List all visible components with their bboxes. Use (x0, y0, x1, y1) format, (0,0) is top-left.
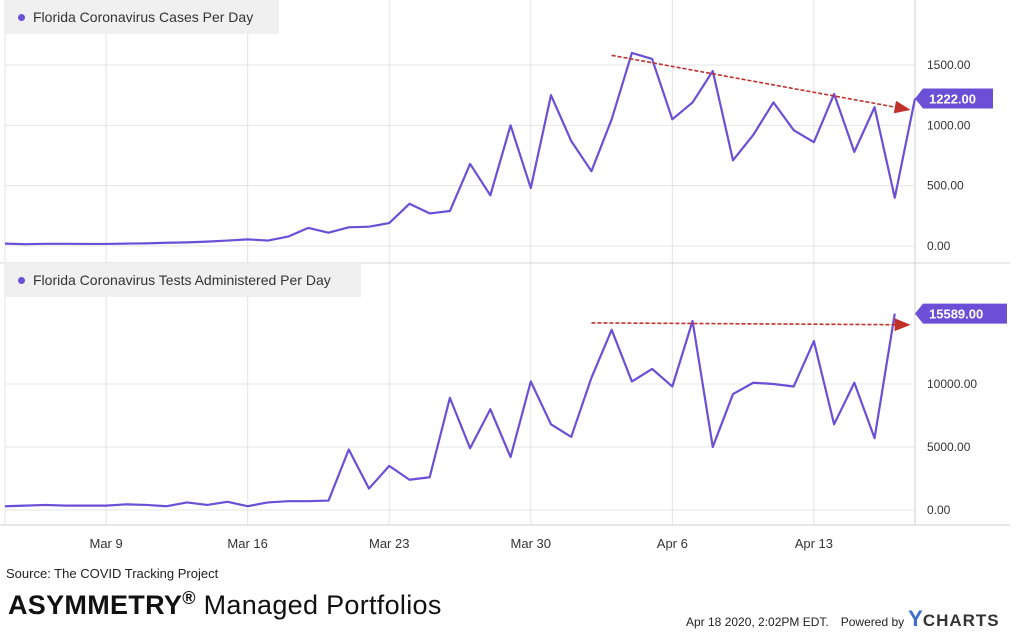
legend-tests-label: Florida Coronavirus Tests Administered P… (33, 272, 331, 288)
series-line (4, 51, 917, 246)
legend-cases-marker (18, 13, 25, 21)
legend-cases-label: Florida Coronavirus Cases Per Day (33, 9, 254, 25)
chart-area: 0.00 500.00 1000.00 1500.00 1222.00 0.00 5000.… (0, 0, 1010, 551)
brand-logo: ASYMMETRY® Managed Portfolios (8, 588, 442, 621)
trend-arrow (611, 54, 911, 114)
timestamp: Apr 18 2020, 2:02PM EDT. (686, 615, 829, 629)
x-tick-label: Apr 13 (795, 536, 833, 551)
y-tick-label: 1500.00 (927, 58, 971, 72)
legend-cases: Florida Coronavirus Cases Per Day (4, 0, 279, 34)
x-tick-label: Mar 23 (369, 536, 409, 551)
brand-registered-mark: ® (182, 588, 196, 608)
ycharts-logo-text: CHARTS (922, 611, 1000, 630)
y-tick-label: 0.00 (927, 503, 951, 517)
y-tick-label: 10000.00 (927, 377, 977, 391)
x-tick-label: Mar 16 (227, 536, 267, 551)
last-value-badge (915, 88, 993, 109)
y-tick-label: 1000.00 (927, 118, 971, 132)
source-note: Source: The COVID Tracking Project (6, 566, 219, 581)
brand-tagline: Managed Portfolios (195, 590, 442, 620)
legend-tests: Florida Coronavirus Tests Administered P… (4, 263, 361, 297)
y-tick-label: 0.00 (927, 239, 951, 253)
x-tick-label: Apr 6 (657, 536, 688, 551)
y-tick-label: 5000.00 (927, 440, 971, 454)
powered-by-label: Powered by (840, 615, 905, 629)
x-tick-label: Mar 30 (511, 536, 551, 551)
brand-name: ASYMMETRY (8, 590, 183, 620)
y-tick-label: 500.00 (927, 179, 964, 193)
legend-tests-marker (18, 276, 25, 284)
footer-attribution: Apr 18 2020, 2:02PM EDT. Powered by Y CHA… (686, 606, 1000, 632)
series-line (4, 313, 896, 508)
ycharts-logo-y: Y (908, 606, 923, 631)
x-tick-label: Mar 9 (89, 536, 122, 551)
last-value-label: 1222.00 (929, 92, 976, 107)
trend-arrow (591, 318, 911, 332)
last-value-label: 15589.00 (929, 307, 983, 322)
last-value-badge (915, 303, 1007, 324)
